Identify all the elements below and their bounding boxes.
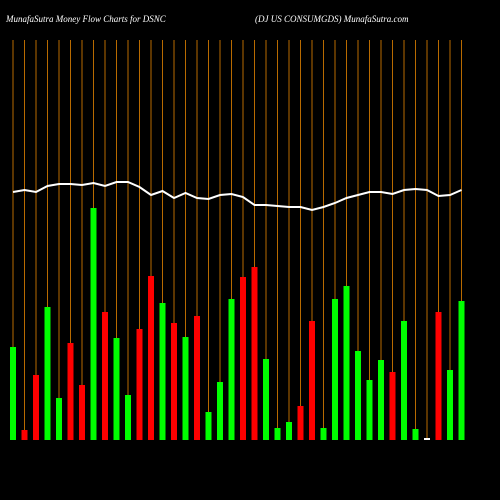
bar (79, 385, 85, 440)
bar (171, 323, 177, 440)
bar (424, 438, 430, 440)
bar (309, 321, 315, 440)
bar (228, 299, 235, 440)
bar (217, 382, 223, 440)
bar (412, 429, 419, 440)
bar (297, 406, 304, 440)
bar (67, 343, 74, 440)
bar (274, 428, 281, 440)
bar (240, 277, 246, 440)
money-flow-line (12, 181, 462, 212)
bar (21, 430, 28, 440)
bar (355, 351, 361, 440)
bar (401, 321, 407, 440)
chart-subtitle: (DJ US CONSUMGDS) MunafaSutra.com (255, 14, 409, 24)
bar (125, 395, 131, 440)
bar (56, 398, 62, 440)
bar (194, 316, 200, 440)
bar (343, 286, 350, 440)
bar (90, 208, 97, 440)
bar (113, 338, 120, 440)
bar (458, 301, 465, 440)
bar (102, 312, 108, 440)
bar (33, 375, 39, 440)
chart-title: MunafaSutra Money Flow Charts for DSNC (5, 14, 167, 24)
bar (44, 307, 51, 440)
bar (332, 299, 338, 440)
bar (205, 412, 212, 440)
bar (447, 370, 453, 440)
bar (263, 359, 269, 440)
bar (286, 422, 292, 440)
bar (378, 360, 384, 440)
bar (182, 337, 189, 440)
bar (10, 347, 16, 440)
bar (320, 428, 327, 440)
bar (159, 303, 166, 440)
bar (389, 372, 396, 440)
bar (435, 312, 442, 440)
bar (148, 276, 154, 440)
bar (136, 329, 143, 440)
bar (251, 267, 258, 440)
bar (366, 380, 373, 440)
